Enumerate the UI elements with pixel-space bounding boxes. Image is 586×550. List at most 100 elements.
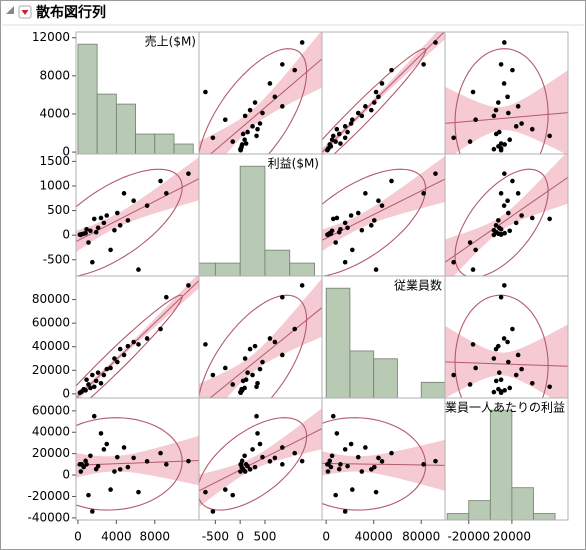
point [467,382,473,387]
cell: 従業員数 [325,278,445,398]
y-tick-label: 20000 [32,363,70,377]
point [519,121,524,126]
point [333,139,338,144]
point [547,216,552,222]
point [84,377,89,383]
variable-label: 業員一人あたりの利益 [445,401,565,415]
point [299,283,305,288]
point [101,372,107,378]
y-tick-label: 1000 [39,178,70,192]
fit-line [209,58,322,154]
point [433,171,438,176]
point [243,141,249,146]
point [330,216,336,222]
point [136,489,141,495]
point [121,445,127,450]
point [345,225,350,231]
x-tick-label: 0 [322,530,330,544]
point [280,445,285,450]
x-tick-label: 40000 [355,530,393,544]
point [252,100,258,105]
point [164,294,169,300]
point [238,390,243,395]
point [421,462,426,467]
point [379,459,385,464]
point [498,390,504,395]
point [125,218,131,223]
point [513,372,519,378]
point [348,121,354,126]
point [529,380,535,386]
point [164,191,169,196]
point [121,352,127,358]
cell [445,40,568,154]
point [334,431,340,436]
point [250,447,255,452]
point [502,230,507,236]
point [292,450,298,456]
point [242,356,248,361]
point [144,459,150,464]
point [342,220,348,226]
density-ellipse [454,168,549,276]
fit-line [199,428,322,492]
point [101,220,107,226]
cell [76,276,199,398]
point [389,67,394,73]
point [502,171,507,176]
point [272,339,278,345]
point [496,370,502,375]
point [513,220,519,226]
point [77,462,83,467]
disclosure-icon[interactable] [6,6,14,14]
point [510,326,515,332]
point [379,203,385,208]
histogram-bar [96,93,117,154]
point [210,509,216,514]
point [501,203,507,208]
y-tick-label: 12000 [32,30,70,44]
variable-label: 売上($M) [145,34,196,49]
point [186,283,191,288]
point [470,342,476,347]
histogram-bar [264,249,291,276]
point [90,509,95,514]
point [267,459,273,464]
fit-line [209,307,322,398]
cell [445,283,568,398]
point [247,107,253,113]
point [117,346,123,352]
point [243,377,249,383]
point [247,346,253,352]
point [325,469,331,474]
point [325,232,330,237]
point [369,107,374,113]
histogram-bar [325,287,351,398]
point [108,365,113,371]
point [513,124,519,129]
point [433,40,438,45]
point [88,385,93,391]
menu-icon [21,10,29,15]
point [131,198,136,204]
point [369,223,374,228]
point [250,372,255,378]
point [95,370,101,375]
point [77,390,83,395]
x-tick-label: 20000 [493,530,531,544]
point [510,178,515,184]
point [547,133,552,139]
fit-line [322,32,445,153]
point [421,62,426,67]
point [158,178,163,184]
confidence-band [322,156,445,252]
point [203,342,208,347]
point [243,462,249,467]
point [348,441,354,447]
point [93,466,99,472]
point [359,227,365,233]
point [491,389,497,395]
fit-line [445,176,568,263]
point [359,469,365,474]
point [376,94,381,100]
